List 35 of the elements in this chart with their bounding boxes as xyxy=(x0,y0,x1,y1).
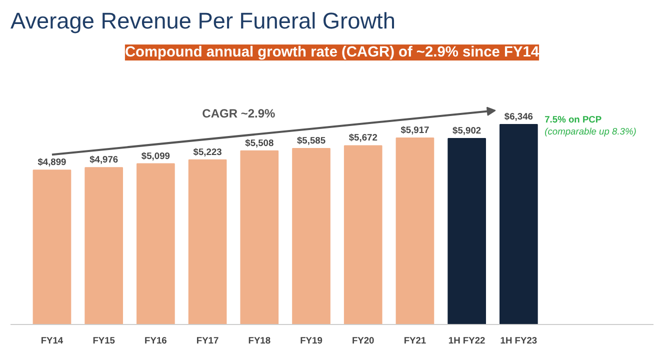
x-tick-label: FY16 xyxy=(144,336,167,346)
x-tick-label: FY19 xyxy=(300,336,322,346)
bar xyxy=(136,163,175,324)
data-label: $5,917 xyxy=(400,125,430,136)
text: CAGR ~2.9% xyxy=(202,106,276,121)
x-tick-label: FY20 xyxy=(352,336,374,346)
x-tick-label: 1H FY23 xyxy=(500,336,538,346)
chart-subtitle: Compound annual growth rate (CAGR) of ~2.9% since FY14 xyxy=(124,44,540,60)
bar xyxy=(32,170,72,324)
bar xyxy=(84,167,124,324)
x-tick-label: FY21 xyxy=(404,336,426,346)
bar xyxy=(500,124,538,324)
data-label: $5,902 xyxy=(452,125,482,136)
data-label: $4,976 xyxy=(90,154,118,165)
text: 7.5% on PCP xyxy=(544,114,602,124)
x-tick-label: FY15 xyxy=(92,336,115,346)
bar xyxy=(188,159,227,324)
data-label: $5,672 xyxy=(348,132,378,143)
data-label: $5,508 xyxy=(245,138,274,148)
data-label: $6,346 xyxy=(504,112,533,122)
bar xyxy=(396,138,434,324)
x-tick-label: FY14 xyxy=(40,336,64,346)
bar xyxy=(240,150,279,324)
data-label: $5,223 xyxy=(193,146,222,157)
bar xyxy=(292,148,330,324)
bar xyxy=(344,145,382,324)
data-label: $5,099 xyxy=(141,150,170,161)
text: (comparable up 8.3%) xyxy=(544,126,636,136)
x-tick-label: 1H FY22 xyxy=(448,336,486,346)
chart-title: Average Revenue Per Funeral Growth xyxy=(10,8,396,34)
data-label: $4,899 xyxy=(38,157,66,168)
bar xyxy=(448,138,486,324)
x-tick-label: FY17 xyxy=(196,336,219,346)
data-label: $5,585 xyxy=(296,135,326,146)
x-tick-label: FY18 xyxy=(248,336,271,346)
